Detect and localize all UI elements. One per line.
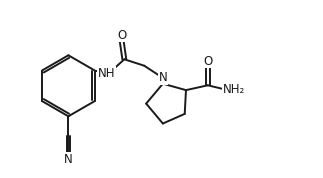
Text: NH₂: NH₂ xyxy=(223,83,245,96)
Text: N: N xyxy=(159,71,167,84)
Text: O: O xyxy=(117,29,126,42)
Text: O: O xyxy=(203,55,213,68)
Text: N: N xyxy=(64,153,73,166)
Text: NH: NH xyxy=(98,67,115,80)
